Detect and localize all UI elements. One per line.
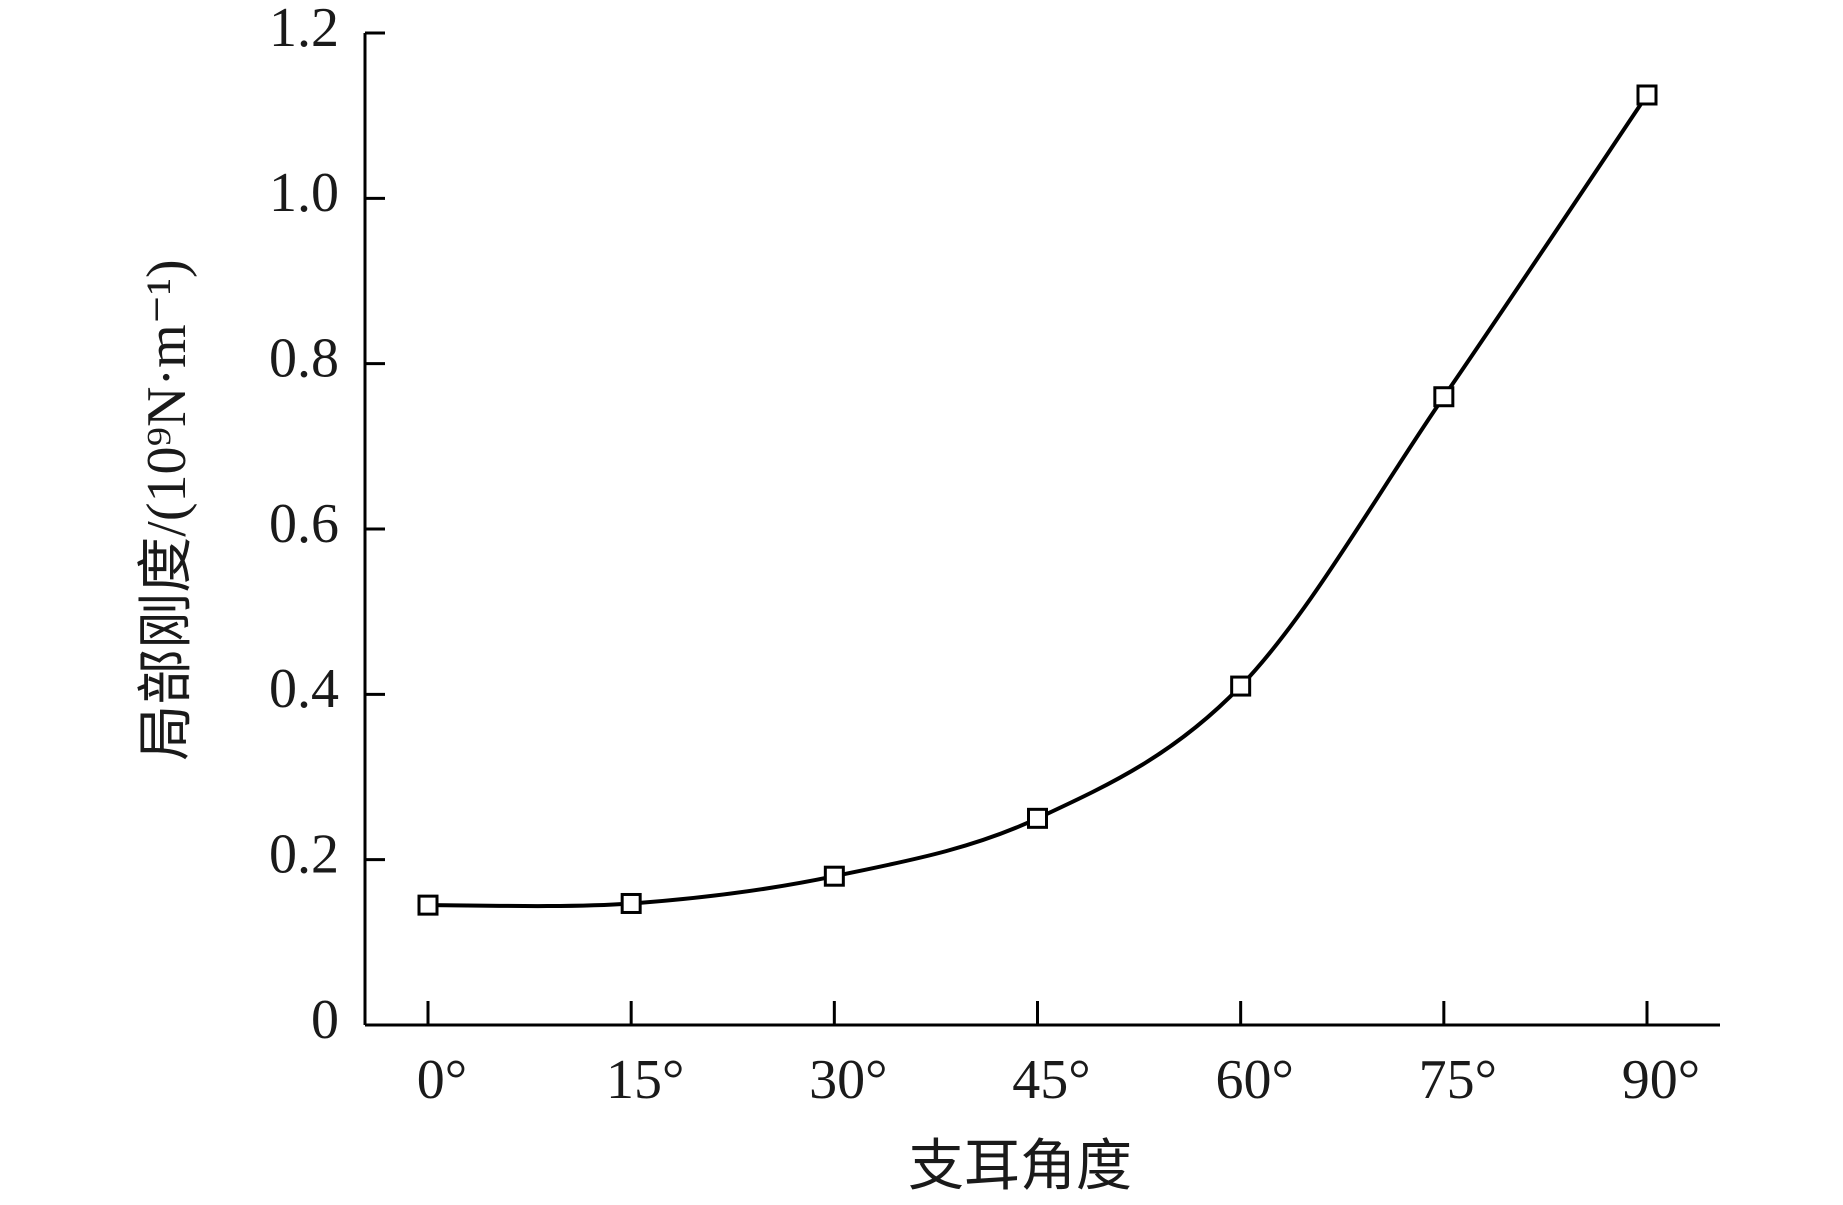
x-axis-label: 支耳角度 (908, 1136, 1132, 1198)
x-tick-label: 15° (606, 1049, 684, 1111)
marker (620, 892, 642, 914)
marker (1433, 386, 1455, 408)
y-tick-label: 0.4 (269, 658, 339, 720)
marker (417, 894, 439, 916)
y-tick-label: 1.0 (269, 162, 339, 224)
y-tick-label: 1.2 (269, 0, 339, 59)
x-tick-label: 0° (417, 1049, 467, 1111)
y-tick-label: 0.8 (269, 328, 339, 390)
x-tick-label: 30° (809, 1049, 887, 1111)
x-tick-label: 60° (1215, 1049, 1293, 1111)
marker (1230, 675, 1252, 697)
y-tick-label: 0.6 (269, 493, 339, 555)
y-axis-label: 局部刚度/(10⁹N·m⁻¹) (136, 259, 198, 760)
marker (823, 865, 845, 887)
x-tick-label: 90° (1622, 1049, 1700, 1111)
marker (1027, 807, 1048, 829)
marker (1636, 84, 1658, 106)
x-tick-label: 45° (1012, 1049, 1090, 1111)
line (427, 93, 1649, 909)
y-tick-label: 0.2 (269, 824, 339, 886)
y-tick-label: 0 (311, 989, 339, 1051)
x-tick-label: 75° (1419, 1049, 1497, 1111)
